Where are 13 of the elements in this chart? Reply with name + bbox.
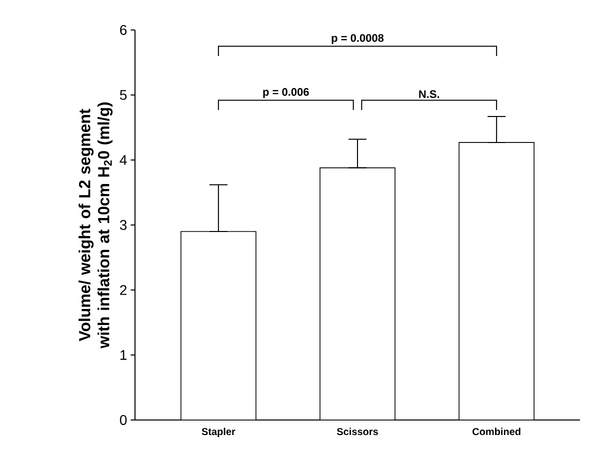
annotation: p = 0.006 [263, 88, 309, 98]
x-tick-label: Combined [472, 428, 520, 436]
y-tick-label: 3 [120, 220, 127, 230]
y-tick-label: 1 [120, 350, 127, 360]
y-tick-label: 2 [120, 285, 126, 295]
y-tick-label: 6 [120, 25, 127, 35]
y-tick-label: 4 [120, 155, 127, 165]
y-tick-label: 5 [120, 90, 127, 100]
x-tick-label: Scissors [336, 428, 378, 436]
annotation: N.S. [419, 90, 440, 98]
annotation: p = 0.0008 [332, 34, 384, 44]
y-tick-label: 0 [120, 415, 127, 425]
x-tick-label: Stapler [202, 428, 236, 438]
